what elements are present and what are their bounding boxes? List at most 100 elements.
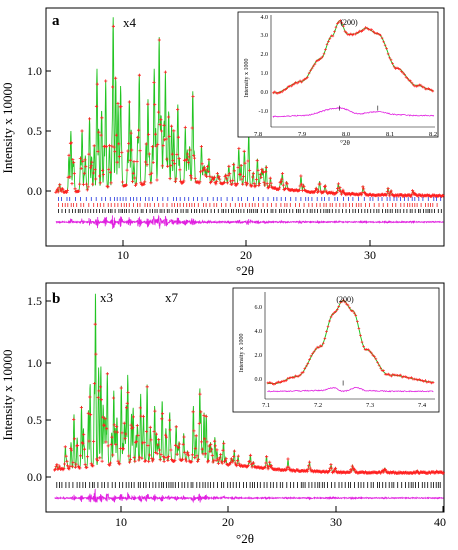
inset-difference-curve <box>272 107 435 118</box>
observed-point <box>330 466 334 470</box>
observed-point <box>131 425 135 430</box>
observed-point <box>142 441 146 445</box>
observed-point <box>168 176 172 181</box>
inset-observed-point <box>336 22 339 25</box>
observed-point <box>411 189 415 193</box>
observed-point <box>98 456 102 460</box>
inset-observed-point <box>425 87 429 91</box>
observed-point <box>225 181 229 185</box>
observed-point <box>88 395 92 399</box>
panel-b-inset-y-axis: 0.0 2.0 4.0 6.0 <box>255 305 263 383</box>
observed-point <box>155 452 159 456</box>
observed-point <box>333 466 338 470</box>
inset-observed-point <box>361 29 364 32</box>
observed-point <box>112 423 116 427</box>
observed-point <box>147 152 151 156</box>
observed-point <box>99 398 103 402</box>
observed-point <box>191 94 195 99</box>
observed-point <box>150 171 154 175</box>
observed-point <box>388 194 392 198</box>
inset-y-tick-label: 6.0 <box>255 305 263 311</box>
inset-observed-point <box>400 375 404 379</box>
observed-point <box>138 149 142 153</box>
inset-observed-point <box>323 337 327 340</box>
observed-point <box>142 182 146 186</box>
observed-point <box>77 189 81 193</box>
inset-observed-point <box>425 381 429 384</box>
observed-point <box>217 175 221 179</box>
y-tick-label: 0.5 <box>27 124 42 138</box>
observed-point <box>69 446 73 450</box>
observed-point <box>264 165 268 169</box>
inset-observed-point <box>271 382 274 385</box>
observed-point <box>191 410 195 414</box>
observed-point <box>136 434 140 438</box>
observed-point <box>203 452 207 456</box>
observed-point <box>86 185 90 189</box>
observed-point <box>179 179 183 183</box>
inset-observed-point <box>328 319 331 323</box>
observed-point <box>129 423 133 427</box>
observed-point <box>54 465 58 469</box>
inset-observed-point <box>365 26 369 30</box>
observed-point <box>119 105 123 109</box>
inset-observed-point <box>391 62 394 65</box>
observed-point <box>162 459 166 463</box>
observed-point <box>104 79 108 83</box>
observed-point <box>166 164 170 168</box>
observed-point <box>117 142 121 146</box>
observed-point <box>233 461 237 465</box>
inset-observed-point <box>334 310 338 313</box>
observed-point <box>208 449 212 453</box>
observed-point <box>183 450 187 454</box>
inset-observed-point <box>374 357 378 361</box>
panel-a-x-axis: 10 20 30 <box>117 240 376 262</box>
observed-point <box>236 165 240 169</box>
observed-point <box>124 183 128 187</box>
y-tick-label: 0.0 <box>27 184 42 198</box>
observed-point <box>359 193 363 197</box>
observed-point <box>159 452 163 456</box>
inset-observed-point <box>321 55 324 59</box>
inset-observed-point <box>289 84 293 88</box>
inset-observed-point <box>388 373 392 377</box>
observed-point <box>73 187 77 191</box>
observed-point <box>211 460 215 464</box>
observed-point <box>167 134 171 138</box>
inset-observed-point <box>283 88 287 91</box>
observed-point <box>174 177 178 181</box>
observed-point <box>94 352 98 356</box>
inset-observed-point <box>373 31 376 35</box>
inset-observed-point <box>326 325 330 328</box>
inset-observed-point <box>303 77 306 81</box>
observed-point <box>125 406 129 410</box>
observed-point <box>112 145 116 149</box>
panel-a-inset-y-axis: -1.0 0.0 1.0 2.0 3.0 4.0 <box>259 15 269 115</box>
observed-point <box>129 131 133 135</box>
observed-point <box>232 449 237 453</box>
observed-point <box>150 145 154 149</box>
inset-observed-point <box>354 32 357 36</box>
observed-point <box>258 172 262 176</box>
inset-observed-point <box>357 327 361 330</box>
inset-observed-point <box>422 380 426 383</box>
inset-observed-point <box>292 376 296 379</box>
observed-point <box>59 189 63 193</box>
observed-point <box>251 172 255 176</box>
inset-x-tick-label: 8.0 <box>342 131 350 138</box>
observed-point <box>153 409 157 413</box>
inset-observed-point <box>351 33 354 37</box>
observed-point <box>96 149 100 153</box>
observed-point <box>106 185 110 189</box>
observed-point <box>252 182 256 186</box>
x-tick-label: 10 <box>117 248 129 262</box>
inset-observed-point <box>273 90 277 94</box>
observed-point <box>169 124 174 128</box>
observed-point <box>66 464 70 468</box>
observed-point <box>200 440 204 444</box>
observed-point <box>70 464 74 468</box>
observed-point <box>79 166 83 170</box>
observed-point <box>197 421 201 425</box>
inset-observed-point <box>304 77 308 80</box>
observed-point <box>84 165 88 169</box>
